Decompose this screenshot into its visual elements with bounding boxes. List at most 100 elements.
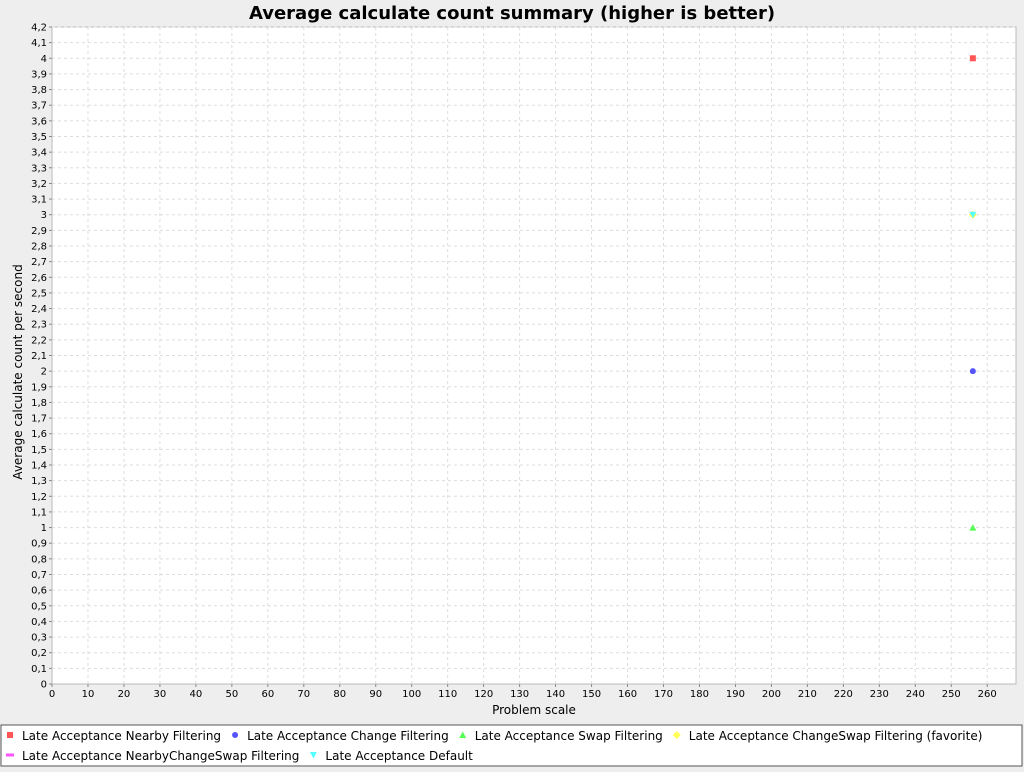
x-tick-label: 40 bbox=[190, 689, 203, 700]
y-tick-label: 2,2 bbox=[31, 335, 47, 346]
y-tick-label: 1,2 bbox=[31, 492, 47, 503]
y-tick-label: 0,4 bbox=[31, 617, 47, 628]
legend-label: Late Acceptance Swap Filtering bbox=[475, 729, 663, 743]
y-axis-label: Average calculate count per second bbox=[11, 264, 25, 479]
y-tick-label: 3,8 bbox=[31, 85, 47, 96]
legend-marker-icon bbox=[232, 732, 239, 738]
data-point bbox=[969, 55, 976, 62]
x-tick-label: 80 bbox=[333, 689, 346, 700]
y-tick-label: 4,1 bbox=[31, 38, 47, 49]
y-tick-label: 3,9 bbox=[31, 69, 47, 80]
y-tick-label: 0,9 bbox=[31, 539, 47, 550]
legend-label: Late Acceptance Nearby Filtering bbox=[22, 729, 221, 743]
data-point bbox=[969, 368, 976, 375]
legend-item: Late Acceptance Swap Filtering bbox=[459, 729, 663, 743]
y-tick-label: 2,3 bbox=[31, 320, 47, 331]
x-tick-label: 0 bbox=[49, 689, 55, 700]
legend bbox=[0, 724, 1023, 767]
x-tick-label: 170 bbox=[654, 689, 673, 700]
y-tick-label: 1,1 bbox=[31, 507, 47, 518]
x-tick-label: 100 bbox=[402, 689, 421, 700]
y-tick-label: 1,6 bbox=[31, 429, 47, 440]
x-tick-label: 140 bbox=[546, 689, 565, 700]
y-tick-label: 4,2 bbox=[31, 23, 47, 34]
y-tick-label: 3,7 bbox=[31, 101, 47, 112]
y-tick-label: 2,7 bbox=[31, 257, 47, 268]
x-tick-label: 220 bbox=[834, 689, 853, 700]
y-tick-label: 4 bbox=[41, 54, 47, 65]
data-points bbox=[968, 55, 977, 531]
y-tick-label: 2,5 bbox=[31, 288, 47, 299]
y-tick-label: 3 bbox=[41, 210, 47, 221]
x-tick-label: 200 bbox=[762, 689, 781, 700]
legend-items: Late Acceptance Nearby Filtering Late Acc… bbox=[6, 729, 982, 763]
x-tick-label: 130 bbox=[510, 689, 529, 700]
x-tick-label: 110 bbox=[438, 689, 457, 700]
y-axis: 0 0,1 0,2 0,3 0,4 0,5 0,6 0,7 0,8 0,9 1 1,1 1,2 1,3 1,… bbox=[31, 23, 52, 691]
y-tick-label: 3,4 bbox=[31, 148, 47, 159]
x-tick-label: 70 bbox=[297, 689, 310, 700]
y-tick-label: 0,2 bbox=[31, 648, 47, 659]
y-tick-label: 3,6 bbox=[31, 116, 47, 127]
legend-item: Late Acceptance NearbyChangeSwap Filteri… bbox=[6, 749, 299, 763]
x-tick-label: 90 bbox=[369, 689, 382, 700]
y-tick-label: 2,6 bbox=[31, 273, 47, 284]
x-tick-label: 240 bbox=[906, 689, 925, 700]
y-tick-label: 0,3 bbox=[31, 633, 47, 644]
y-tick-label: 3,3 bbox=[31, 163, 47, 174]
chart-title: Average calculate count summary (higher … bbox=[249, 3, 775, 24]
y-tick-label: 0,7 bbox=[31, 570, 47, 581]
legend-marker-icon bbox=[672, 731, 681, 739]
x-tick-label: 190 bbox=[726, 689, 745, 700]
y-tick-label: 1,4 bbox=[31, 461, 47, 472]
y-tick-label: 1,7 bbox=[31, 414, 47, 425]
y-tick-label: 0,5 bbox=[31, 601, 47, 612]
x-tick-label: 10 bbox=[82, 689, 95, 700]
y-tick-label: 3,5 bbox=[31, 132, 47, 143]
x-tick-label: 20 bbox=[118, 689, 131, 700]
y-tick-label: 2,4 bbox=[31, 304, 47, 315]
y-tick-label: 1,3 bbox=[31, 476, 47, 487]
x-axis: 0 10 20 30 40 50 60 70 80 90 100 110 120 130 140 150 160… bbox=[49, 684, 997, 700]
legend-item: Late Acceptance ChangeSwap Filtering (fa… bbox=[672, 729, 983, 743]
data-point bbox=[969, 211, 977, 219]
legend-item: Late Acceptance Nearby Filtering bbox=[7, 729, 221, 743]
y-tick-label: 2,1 bbox=[31, 351, 47, 362]
y-tick-label: 1,8 bbox=[31, 398, 47, 409]
grid-lines bbox=[52, 26, 1016, 684]
x-tick-label: 230 bbox=[870, 689, 889, 700]
y-tick-label: 2,9 bbox=[31, 226, 47, 237]
x-tick-label: 150 bbox=[582, 689, 601, 700]
legend-marker-icon bbox=[7, 732, 13, 738]
y-tick-label: 3,1 bbox=[31, 195, 47, 206]
data-point bbox=[969, 524, 977, 531]
y-tick-label: 0,6 bbox=[31, 586, 47, 597]
x-tick-label: 210 bbox=[798, 689, 817, 700]
x-tick-label: 260 bbox=[978, 689, 997, 700]
x-axis-label: Problem scale bbox=[492, 703, 576, 717]
y-tick-label: 0,1 bbox=[31, 664, 47, 675]
y-tick-label: 1,9 bbox=[31, 382, 47, 393]
x-tick-label: 50 bbox=[225, 689, 238, 700]
x-tick-label: 30 bbox=[154, 689, 167, 700]
y-tick-label: 1,5 bbox=[31, 445, 47, 456]
legend-label: Late Acceptance ChangeSwap Filtering (fa… bbox=[689, 729, 983, 743]
legend-marker-icon bbox=[309, 752, 317, 759]
y-tick-label: 0 bbox=[41, 680, 47, 691]
x-tick-label: 250 bbox=[942, 689, 961, 700]
legend-marker-icon bbox=[459, 731, 467, 738]
x-tick-label: 180 bbox=[690, 689, 709, 700]
y-tick-label: 2,8 bbox=[31, 242, 47, 253]
y-tick-label: 3,2 bbox=[31, 179, 47, 190]
y-tick-label: 0,8 bbox=[31, 554, 47, 565]
legend-label: Late Acceptance Change Filtering bbox=[247, 729, 449, 743]
x-tick-label: 120 bbox=[474, 689, 493, 700]
y-tick-label: 1 bbox=[41, 523, 47, 534]
legend-item: Late Acceptance Default bbox=[309, 749, 473, 763]
y-tick-label: 2 bbox=[41, 367, 47, 378]
x-tick-label: 160 bbox=[618, 689, 637, 700]
legend-label: Late Acceptance Default bbox=[325, 749, 473, 763]
legend-marker-icon bbox=[6, 753, 14, 757]
